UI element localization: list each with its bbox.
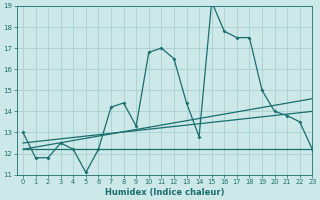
- X-axis label: Humidex (Indice chaleur): Humidex (Indice chaleur): [105, 188, 224, 197]
